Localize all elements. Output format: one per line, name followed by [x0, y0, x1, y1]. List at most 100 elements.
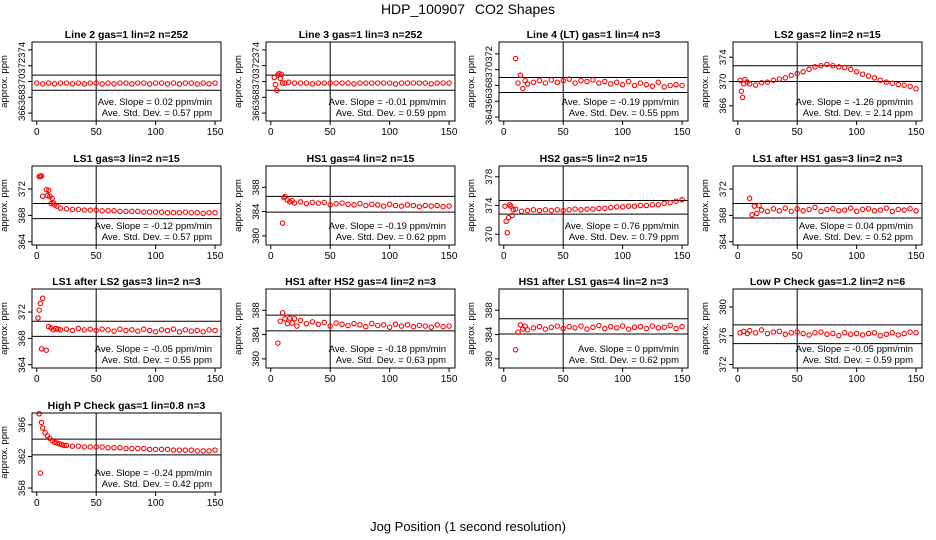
- data-point: [315, 80, 322, 86]
- plot-frame: [498, 288, 689, 369]
- data-point: [309, 81, 316, 87]
- data-point: [865, 330, 872, 337]
- page-title-text: CO2 Shapes: [474, 1, 556, 17]
- data-point: [619, 204, 626, 210]
- page-title-id: HDP_100907: [380, 1, 465, 17]
- x-tick-label: 0: [501, 127, 507, 138]
- data-point: [434, 202, 440, 209]
- data-point: [291, 80, 298, 86]
- data-point: [446, 203, 452, 209]
- data-point: [282, 193, 288, 200]
- data-point: [135, 208, 141, 215]
- chart-panel: HS2 gas=5 lin=2 n=15 0 50 100 150 370 374 378 ap…: [466, 153, 691, 262]
- x-tick-label: 0: [268, 251, 274, 262]
- data-point: [596, 322, 602, 329]
- data-point: [333, 320, 339, 326]
- data-point: [782, 331, 789, 337]
- y-tick-label: 358: [17, 480, 28, 496]
- data-point: [751, 203, 758, 209]
- data-point: [44, 192, 51, 199]
- data-point: [560, 77, 566, 84]
- chart-title: High P Check gas=1 lin=0.8 n=3: [48, 400, 206, 412]
- x-tick-label: 150: [908, 127, 925, 138]
- stddev-annotation: Ave. Std. Dev. = 0.59 ppm: [336, 108, 446, 119]
- data-point: [152, 80, 159, 86]
- data-point: [277, 318, 284, 324]
- data-point: [584, 206, 590, 212]
- data-point: [901, 82, 907, 88]
- y-tick-label: 372: [251, 58, 262, 74]
- data-point: [794, 206, 800, 212]
- x-tick-label: 100: [614, 251, 631, 262]
- data-point: [517, 72, 524, 78]
- data-point: [63, 206, 70, 212]
- y-tick-label: 366: [17, 417, 28, 433]
- data-point: [889, 208, 896, 215]
- y-tick-label: 388: [251, 179, 262, 195]
- data-point: [363, 323, 369, 330]
- data-point: [398, 80, 405, 86]
- x-tick-label: 50: [792, 251, 804, 262]
- data-point: [188, 447, 195, 453]
- data-point: [87, 444, 93, 450]
- data-point: [321, 80, 327, 86]
- data-point: [152, 209, 159, 215]
- data-point: [404, 322, 411, 328]
- data-point: [287, 315, 293, 321]
- data-point: [111, 208, 117, 214]
- data-point: [782, 75, 789, 81]
- data-point: [859, 332, 866, 338]
- y-tick-label: 380: [251, 228, 262, 244]
- data-point: [398, 203, 405, 209]
- stddev-annotation: Ave. Std. Dev. = 0.55 ppm: [569, 108, 679, 119]
- data-point: [123, 208, 129, 215]
- data-point: [105, 327, 111, 333]
- data-point: [509, 212, 515, 219]
- data-point: [806, 206, 812, 213]
- data-point: [434, 80, 440, 86]
- data-point: [81, 207, 88, 213]
- data-point: [374, 202, 381, 208]
- data-point: [206, 81, 212, 87]
- data-point: [578, 207, 584, 213]
- data-point: [578, 77, 584, 84]
- data-point: [123, 327, 129, 334]
- data-point: [170, 326, 177, 332]
- data-point: [273, 87, 280, 93]
- data-point: [380, 80, 387, 86]
- data-point: [901, 330, 907, 337]
- x-tick-label: 100: [614, 374, 631, 385]
- y-tick-label: 376: [718, 328, 729, 344]
- data-point: [99, 208, 105, 214]
- data-point: [847, 331, 854, 337]
- data-point: [607, 323, 614, 330]
- data-point: [333, 200, 339, 207]
- data-point: [613, 325, 620, 331]
- data-point: [572, 206, 578, 212]
- data-point: [357, 322, 363, 328]
- data-point: [146, 327, 153, 334]
- data-point: [374, 80, 381, 86]
- data-point: [853, 330, 860, 337]
- data-point: [554, 79, 560, 86]
- data-point: [643, 325, 650, 332]
- x-tick-label: 50: [325, 127, 337, 138]
- data-point: [123, 445, 129, 452]
- x-tick-label: 100: [848, 251, 865, 262]
- x-tick-label: 0: [735, 251, 741, 262]
- data-point: [800, 330, 806, 337]
- data-point: [99, 81, 105, 87]
- x-tick-label: 100: [381, 127, 398, 138]
- data-point: [776, 76, 783, 82]
- data-point: [63, 80, 70, 86]
- chart-panel: Line 4 (LT) gas=1 lin=4 n=30 50 100 1503643…: [466, 29, 691, 138]
- data-point: [351, 202, 357, 208]
- data-point: [200, 80, 206, 86]
- data-point: [129, 81, 135, 87]
- stddev-annotation: Ave. Std. Dev. = 0.62 ppm: [336, 232, 446, 243]
- x-tick-label: 150: [908, 251, 925, 262]
- x-tick-label: 150: [674, 251, 691, 262]
- data-point: [524, 207, 531, 214]
- data-point: [515, 80, 521, 86]
- data-point: [75, 80, 82, 86]
